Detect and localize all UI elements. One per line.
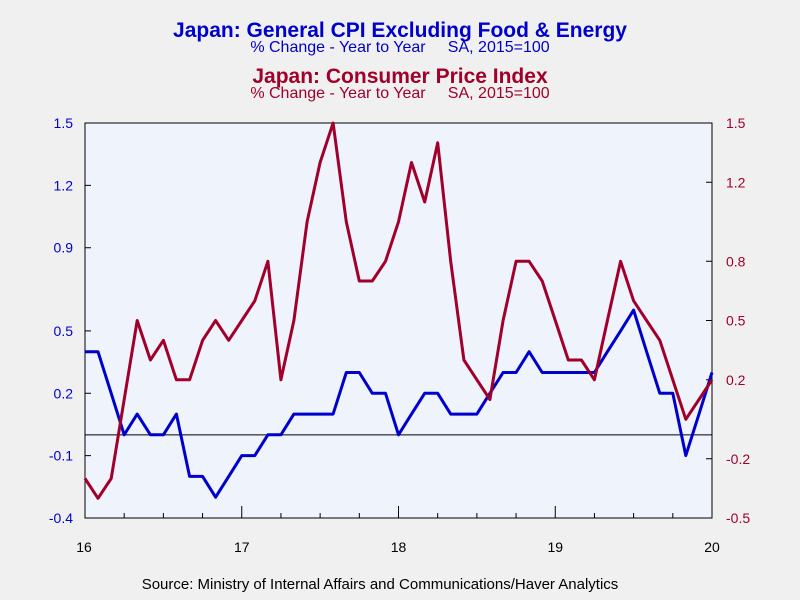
- y-right-tick-label: 0.8: [726, 253, 746, 269]
- plot-area: [84, 122, 713, 519]
- y-left-tick-label: 0.2: [54, 385, 74, 401]
- y-left-tick-label: 1.5: [54, 115, 74, 131]
- source-note: Source: Ministry of Internal Affairs and…: [141, 576, 619, 593]
- chart-subtitle-headline-cpi: % Change - Year to Year SA, 2015=100: [250, 85, 550, 102]
- series-line-headline-cpi: [83, 121, 714, 500]
- y-right-tick-label: -0.5: [726, 510, 750, 526]
- y-right-tick-label: 0.2: [726, 372, 746, 388]
- y-left-tick-label: -0.1: [49, 448, 73, 464]
- y-left-tick-label: 1.2: [54, 177, 74, 193]
- y-right-tick-label: 1.2: [726, 174, 746, 190]
- y-right-tick-label: 1.5: [726, 115, 746, 131]
- series-line-core-cpi: [85, 308, 714, 499]
- x-tick-label: 19: [547, 539, 563, 555]
- x-tick-label: 17: [234, 539, 250, 555]
- y-right-tick-label: -0.2: [726, 451, 750, 467]
- y-left-tick-label: 0.9: [54, 240, 74, 256]
- chart-title-core-cpi: Japan: General CPI Excluding Food & Ener…: [173, 19, 627, 42]
- x-tick-label: 18: [391, 539, 407, 555]
- chart-title-headline-cpi: Japan: Consumer Price Index: [252, 65, 548, 88]
- y-left-tick-label: 0.5: [54, 323, 74, 339]
- x-tick-label: 16: [76, 539, 92, 555]
- chart-subtitle-core-cpi: % Change - Year to Year SA, 2015=100: [250, 39, 550, 56]
- x-tick-label: 20: [704, 539, 720, 555]
- y-right-tick-label: 0.5: [726, 313, 746, 329]
- y-left-tick-label: -0.4: [49, 510, 73, 526]
